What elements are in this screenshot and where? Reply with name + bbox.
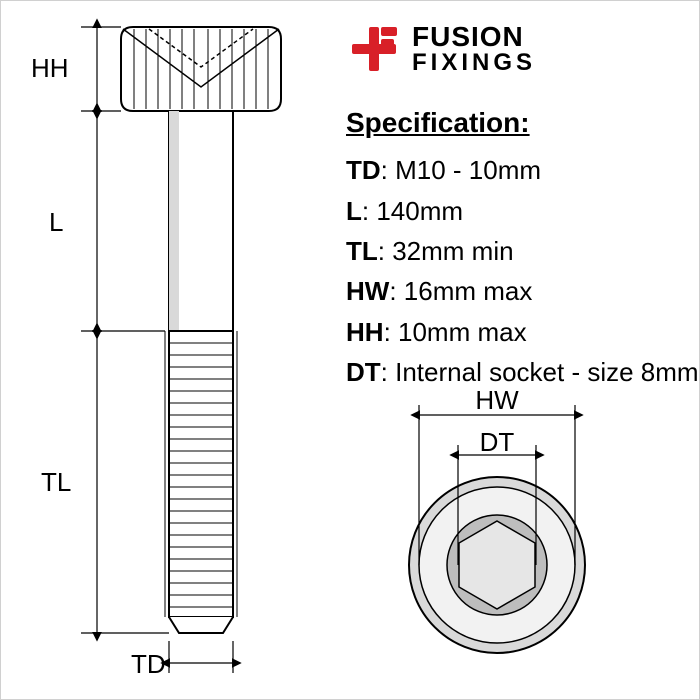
brand-logo: FUSION FIXINGS	[346, 21, 536, 77]
dim-label-td: TD	[131, 649, 191, 680]
logo-f-icon	[346, 21, 402, 77]
dim-label-hh: HH	[31, 53, 69, 84]
spec-row-tl: TL: 32mm min	[346, 231, 699, 271]
specification-block: Specification: TD: M10 - 10mm L: 140mm T…	[346, 101, 699, 392]
spec-title: Specification:	[346, 101, 699, 144]
spec-row-td: TD: M10 - 10mm	[346, 150, 699, 190]
logo-text-line1: FUSION	[412, 23, 536, 51]
spec-row-hw: HW: 16mm max	[346, 271, 699, 311]
dim-label-dt: DT	[479, 427, 515, 458]
spec-row-l: L: 140mm	[346, 191, 699, 231]
bolt-thread	[165, 331, 237, 633]
dim-label-tl: TL	[41, 467, 71, 498]
logo-text-line2: FIXINGS	[412, 51, 536, 75]
side-view-group	[81, 27, 281, 673]
spec-row-hh: HH: 10mm max	[346, 312, 699, 352]
spec-row-dt: DT: Internal socket - size 8mm	[346, 352, 699, 392]
product-diagram-canvas: HH L TL TD HW DT FUSION FIXINGS Specific…	[0, 0, 700, 700]
dim-label-l: L	[49, 207, 63, 238]
bolt-head-outline	[121, 27, 281, 111]
